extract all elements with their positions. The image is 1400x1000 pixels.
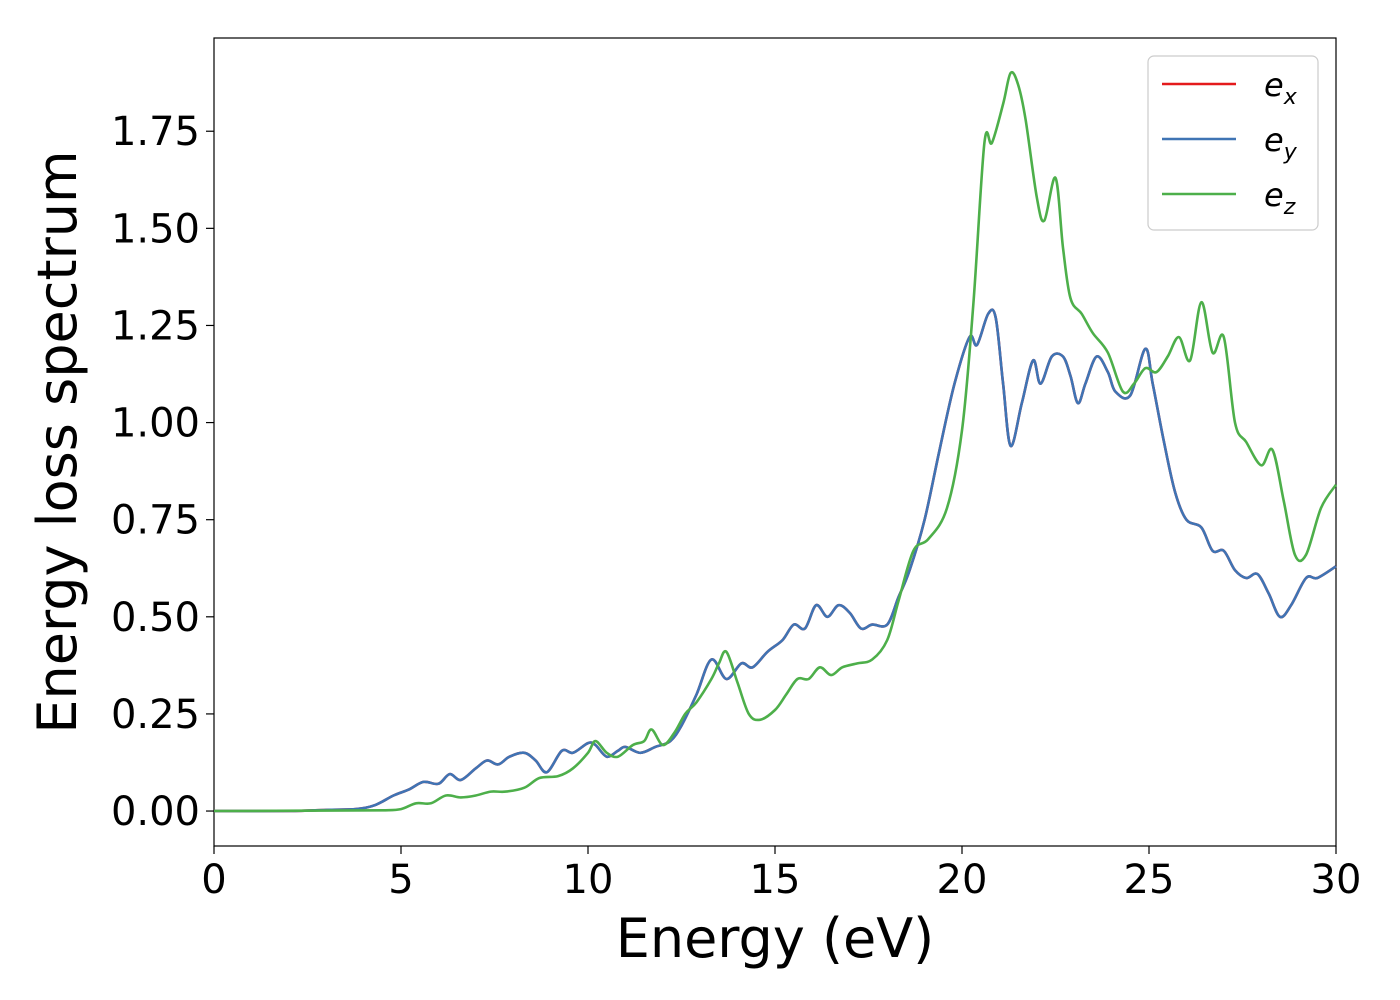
legend-label-subscript: x bbox=[1283, 85, 1298, 110]
legend-label-main: e bbox=[1264, 66, 1284, 104]
legend-label-ex: ex bbox=[1264, 66, 1298, 110]
x-tick-label: 15 bbox=[750, 857, 801, 903]
x-axis: 0 5 10 15 20 25 30 bbox=[201, 846, 1361, 903]
y-tick-label: 0.00 bbox=[111, 789, 200, 835]
x-tick-label: 30 bbox=[1311, 857, 1362, 903]
y-tick-label: 0.25 bbox=[111, 692, 200, 738]
legend-label-main: e bbox=[1264, 121, 1284, 159]
legend-box bbox=[1147, 55, 1319, 231]
series-layer bbox=[213, 70, 1338, 813]
y-tick-label: 1.00 bbox=[111, 401, 200, 447]
x-tick-label: 20 bbox=[937, 857, 988, 903]
y-axis: 0.00 0.25 0.50 0.75 1.00 1.25 1.50 1.75 bbox=[111, 109, 214, 835]
x-tick-label: 5 bbox=[388, 857, 413, 903]
legend-label-subscript: z bbox=[1283, 195, 1296, 220]
x-tick-label: 10 bbox=[563, 857, 614, 903]
y-tick-label: 1.25 bbox=[111, 303, 200, 349]
x-tick-label: 25 bbox=[1124, 857, 1175, 903]
legend-label-main: e bbox=[1264, 176, 1284, 214]
y-tick-label: 1.50 bbox=[111, 206, 200, 252]
series-line-ey bbox=[213, 308, 1337, 813]
legend-label-subscript: y bbox=[1283, 140, 1298, 165]
legend-label-ez: ez bbox=[1264, 176, 1296, 220]
y-tick-label: 1.75 bbox=[111, 109, 200, 155]
x-axis-title: Energy (eV) bbox=[616, 907, 935, 970]
series-line-ez bbox=[213, 70, 1338, 813]
x-tick-label: 0 bbox=[201, 857, 226, 903]
legend-label-ey: ey bbox=[1264, 121, 1298, 165]
y-tick-label: 0.75 bbox=[111, 498, 200, 544]
y-tick-label: 0.50 bbox=[111, 595, 200, 641]
y-axis-title: Energy loss spectrum bbox=[26, 150, 89, 733]
